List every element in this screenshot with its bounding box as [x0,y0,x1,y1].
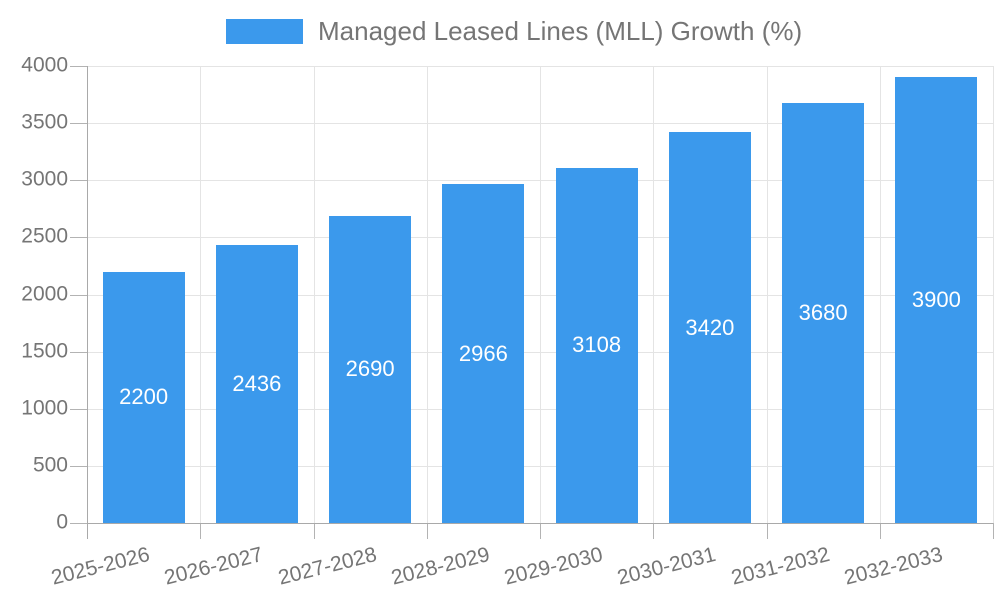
x-axis-label: 2026-2027 [162,543,266,590]
x-gridline [426,66,428,523]
bar-value-label: 3680 [798,299,848,325]
x-tick [200,523,202,539]
y-axis-label: 2500 [21,224,68,248]
x-axis-label: 2031-2032 [728,543,832,590]
x-axis-label: 2028-2029 [388,543,492,590]
y-tick [70,466,87,467]
legend-swatch [226,18,303,44]
bar-value-label: 2436 [232,370,282,396]
x-gridline [993,66,994,523]
bar[interactable] [102,271,185,523]
y-axis-label: 0 [56,510,68,534]
y-tick [70,66,87,67]
y-tick [70,352,87,353]
bar[interactable] [782,102,865,523]
bar-value-label: 3108 [572,332,622,358]
x-gridline [653,66,655,523]
bar-value-label: 3900 [911,287,961,313]
bar[interactable] [329,215,412,523]
x-gridline [879,66,881,523]
x-tick [653,523,655,539]
bar[interactable] [895,77,978,523]
x-tick [766,523,768,539]
bar[interactable] [668,132,751,523]
y-axis-label: 3500 [21,110,68,134]
y-tick [70,237,87,238]
y-tick [70,295,87,296]
bar[interactable] [215,244,298,523]
y-axis-label: 2000 [21,282,68,306]
y-tick [70,123,87,124]
y-axis-line [87,66,88,539]
x-tick [879,523,881,539]
y-axis-label: 4000 [21,53,68,77]
x-axis-label: 2025-2026 [49,543,153,590]
x-axis-label: 2027-2028 [275,543,379,590]
bar-value-label: 2200 [119,384,169,410]
y-axis-label: 500 [32,453,68,477]
x-gridline [200,66,202,523]
x-gridline [766,66,768,523]
bar[interactable] [555,167,638,523]
x-axis-label: 2029-2030 [502,543,606,590]
legend-label: Managed Leased Lines (MLL) Growth (%) [318,15,803,46]
bar-value-label: 2690 [345,356,395,382]
x-axis-label: 2032-2033 [841,543,945,590]
y-tick [70,523,87,524]
y-axis-label: 1000 [21,396,68,420]
y-tick [70,409,87,410]
bar-value-label: 3420 [685,314,735,340]
x-axis-label: 2030-2031 [615,543,719,590]
bar-value-label: 2966 [458,340,508,366]
bar[interactable] [442,184,525,523]
y-axis-label: 3000 [21,167,68,191]
x-tick [313,523,315,539]
x-axis-line [87,523,993,524]
x-gridline [540,66,541,523]
legend[interactable]: Managed Leased Lines (MLL) Growth (%) [226,15,803,46]
x-tick [426,523,428,539]
y-tick [70,180,87,181]
y-axis-label: 1500 [21,339,68,363]
x-tick [993,523,994,539]
x-tick [540,523,541,539]
x-gridline [313,66,315,523]
